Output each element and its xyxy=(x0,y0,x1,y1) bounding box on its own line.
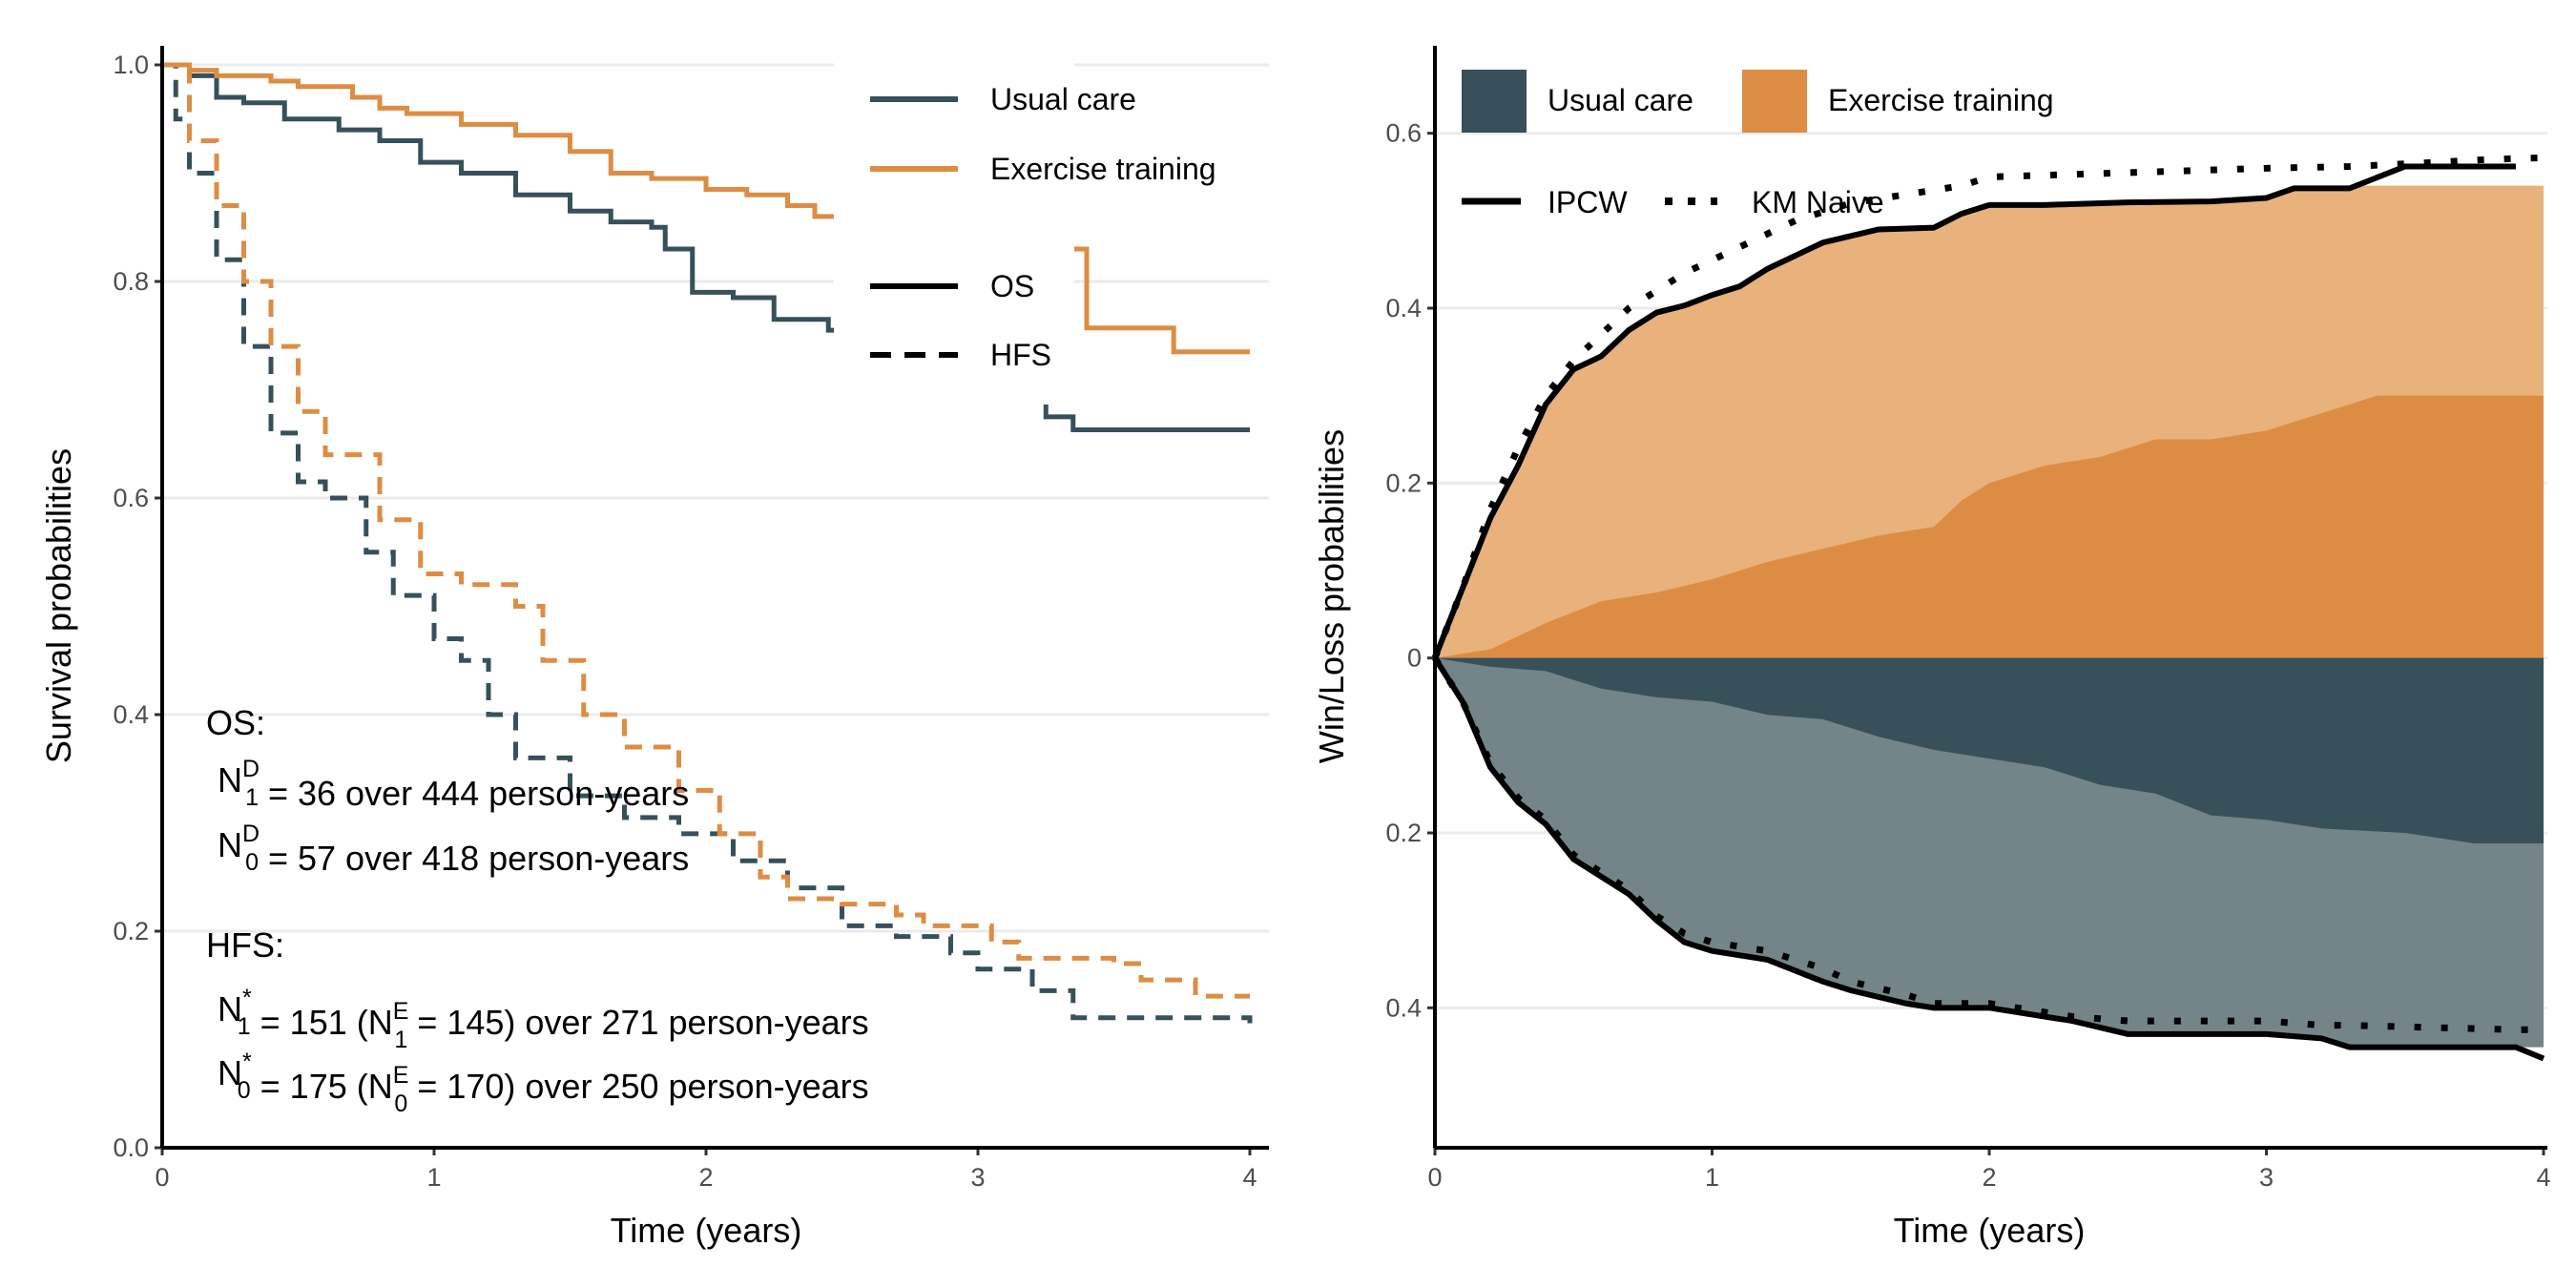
annotation-line: ND 0 = 57 over 418 person-years xyxy=(218,821,689,878)
y-tick-label: 0.4 xyxy=(1385,294,1422,322)
annotation-symbol: N xyxy=(218,1053,242,1092)
curve-ipcw-win xyxy=(1432,163,2516,659)
annotation-subscript: 0 xyxy=(245,849,259,876)
x-tick-label: 3 xyxy=(2259,1163,2274,1192)
annotation-subscript: 0 xyxy=(394,1091,407,1117)
y-tick-label: 0.6 xyxy=(1385,119,1422,148)
annotation-superscript: * xyxy=(242,1049,252,1075)
legend-label: Usual care xyxy=(1548,83,1693,117)
annotation-symbol: N xyxy=(218,760,242,800)
legend-label: Usual care xyxy=(990,82,1136,116)
x-tick-label: 3 xyxy=(970,1163,985,1192)
y-tick-label: 0.2 xyxy=(1385,819,1422,847)
annotation-subscript: 1 xyxy=(394,1027,407,1053)
y-tick-label: 0.6 xyxy=(113,484,149,512)
annotation-superscript: E xyxy=(393,998,409,1025)
annotation-subscript: 0 xyxy=(238,1077,251,1104)
y-tick-label: 0.2 xyxy=(113,917,149,945)
y-tick-label: 0.0 xyxy=(113,1133,149,1162)
curve-hfs-usual-care xyxy=(162,62,1253,1024)
legend-label: Exercise training xyxy=(990,152,1216,186)
legend-label: HFS xyxy=(990,338,1051,372)
annotation-line: N* 0 = 175 (NE 0 = 170) over 250 person-ye… xyxy=(218,1049,869,1117)
annotation-hfs-header: HFS: xyxy=(206,925,284,965)
annotation-line: N* 1 = 151 (NE 1 = 145) over 271 person-ye… xyxy=(218,985,869,1053)
x-tick-label: 0 xyxy=(155,1163,169,1192)
legend: Usual care Exercise training IPCW KM Naive xyxy=(1462,70,2054,219)
annotation-subscript: 1 xyxy=(245,784,259,811)
curve-ipcw-loss xyxy=(1432,656,2545,1062)
legend-background xyxy=(834,57,1074,405)
legend-label: Exercise training xyxy=(1828,83,2054,117)
legend-label: OS xyxy=(990,269,1034,303)
curve-os-usual-care xyxy=(162,62,1250,432)
area-usual-care xyxy=(1435,657,2544,843)
y-tick-label: 0.4 xyxy=(113,700,149,729)
annotation-text: = 57 over 418 person-years xyxy=(259,839,689,878)
curve-hfs-exercise-training xyxy=(162,62,1250,999)
x-tick-label: 1 xyxy=(1705,1163,1719,1192)
curve-km-naive-win xyxy=(1431,154,2545,659)
left-x-axis-title: Time (years) xyxy=(611,1211,802,1250)
legend-label: IPCW xyxy=(1548,185,1628,219)
annotation-text: = 151 (N xyxy=(251,1003,393,1042)
y-tick-label: 0 xyxy=(1407,644,1422,673)
legend-label: KM Naive xyxy=(1752,185,1884,219)
right-y-axis-title: Win/Loss probabilities xyxy=(1312,429,1351,763)
annotation-superscript: E xyxy=(393,1062,409,1089)
legend: Usual care Exercise training OS HFS xyxy=(834,57,1216,405)
y-tick-label: 0.8 xyxy=(113,267,149,296)
legend-key-exercise-training xyxy=(1742,70,1807,133)
y-tick-label: 0.4 xyxy=(1385,993,1422,1022)
annotation-line: ND 1 = 36 over 444 person-years xyxy=(218,756,689,813)
annotation-text: = 170) over 250 person-years xyxy=(407,1067,868,1106)
annotation-superscript: * xyxy=(242,985,252,1011)
annotation-symbol: N xyxy=(218,825,242,864)
annotation-text: = 145) over 271 person-years xyxy=(407,1003,868,1042)
annotation-superscript: D xyxy=(242,756,260,782)
survival-panel: 0.0 0.2 0.4 0.6 0.8 1.0 0 1 2 3 4 Usual care Exercis… xyxy=(113,46,1269,1192)
annotation-os-header: OS: xyxy=(206,703,265,742)
left-y-axis-title: Survival probabilities xyxy=(39,448,78,763)
curve-km-naive-loss xyxy=(1432,655,2544,1033)
area-exercise-training xyxy=(1435,395,2544,658)
annotation-symbol: N xyxy=(218,989,242,1028)
right-x-axis-title: Time (years) xyxy=(1894,1211,2086,1250)
y-tick-label: 0.2 xyxy=(1385,468,1422,497)
x-tick-label: 4 xyxy=(1242,1163,1257,1192)
x-tick-label: 2 xyxy=(1982,1163,1996,1192)
win-loss-panel: 0.6 0.4 0.2 0 0.2 0.4 0 1 2 3 4 Usual care Exercise … xyxy=(1385,46,2551,1192)
x-tick-label: 1 xyxy=(426,1163,441,1192)
y-tick-label: 1.0 xyxy=(113,51,149,79)
annotation-text: = 175 (N xyxy=(251,1067,393,1106)
x-tick-label: 0 xyxy=(1427,1163,1442,1192)
annotation-subscript: 1 xyxy=(238,1013,251,1040)
annotation-text: = 36 over 444 person-years xyxy=(259,774,689,813)
annotation-superscript: D xyxy=(242,821,260,847)
x-tick-label: 2 xyxy=(698,1163,713,1192)
x-tick-label: 4 xyxy=(2536,1163,2550,1192)
legend-key-usual-care xyxy=(1462,70,1527,133)
